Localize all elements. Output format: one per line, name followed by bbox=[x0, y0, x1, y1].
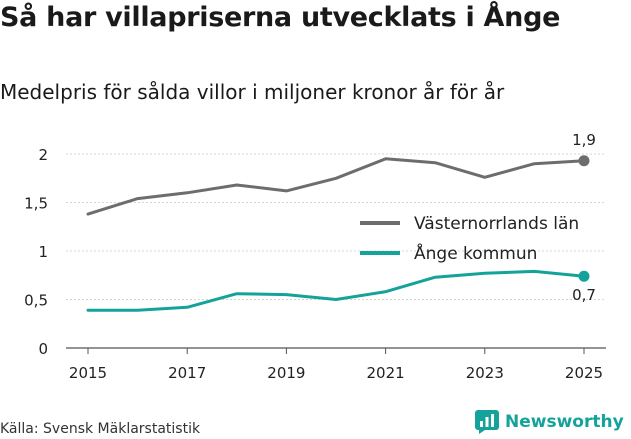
legend-label: Västernorrlands län bbox=[414, 214, 579, 234]
end-point-marker bbox=[578, 155, 590, 167]
series-line-vasternorrland bbox=[86, 157, 586, 216]
end-point-marker bbox=[578, 270, 590, 282]
x-tick-label: 2015 bbox=[69, 364, 107, 382]
x-tick-label: 2025 bbox=[565, 364, 603, 382]
x-tick-label: 2023 bbox=[466, 364, 504, 382]
source-note: Källa: Svensk Mäklarstatistik bbox=[0, 421, 201, 437]
end-value-label: 1,9 bbox=[572, 131, 596, 149]
series-lines: 1,9 0,7 bbox=[86, 131, 596, 312]
y-tick-label: 2 bbox=[38, 146, 48, 164]
x-axis-ticks: 2015 2017 2019 2021 2023 2025 bbox=[69, 348, 603, 382]
chart-subtitle: Medelpris för sålda villor i miljoner kr… bbox=[0, 80, 505, 104]
x-tick-label: 2017 bbox=[168, 364, 206, 382]
x-tick-label: 2019 bbox=[267, 364, 305, 382]
chart-title: Så har villapriserna utvecklats i Ånge bbox=[0, 2, 561, 33]
y-tick-label: 0 bbox=[38, 340, 48, 358]
y-tick-label: 1 bbox=[38, 243, 48, 261]
legend: Västernorrlands län Ånge kommun bbox=[360, 214, 579, 264]
brand-logo[interactable]: Newsworthy bbox=[475, 410, 624, 434]
x-tick-label: 2021 bbox=[367, 364, 405, 382]
y-axis-ticks: 0 0,5 1 1,5 2 bbox=[24, 146, 48, 358]
y-tick-label: 1,5 bbox=[24, 195, 48, 213]
series-line-ange bbox=[86, 269, 586, 312]
y-tick-label: 0,5 bbox=[24, 292, 48, 310]
brand-name: Newsworthy bbox=[505, 412, 624, 432]
end-value-label: 0,7 bbox=[572, 286, 596, 304]
legend-label: Ånge kommun bbox=[414, 242, 537, 264]
grid-lines bbox=[66, 153, 606, 349]
newsworthy-logo-icon bbox=[475, 410, 499, 434]
